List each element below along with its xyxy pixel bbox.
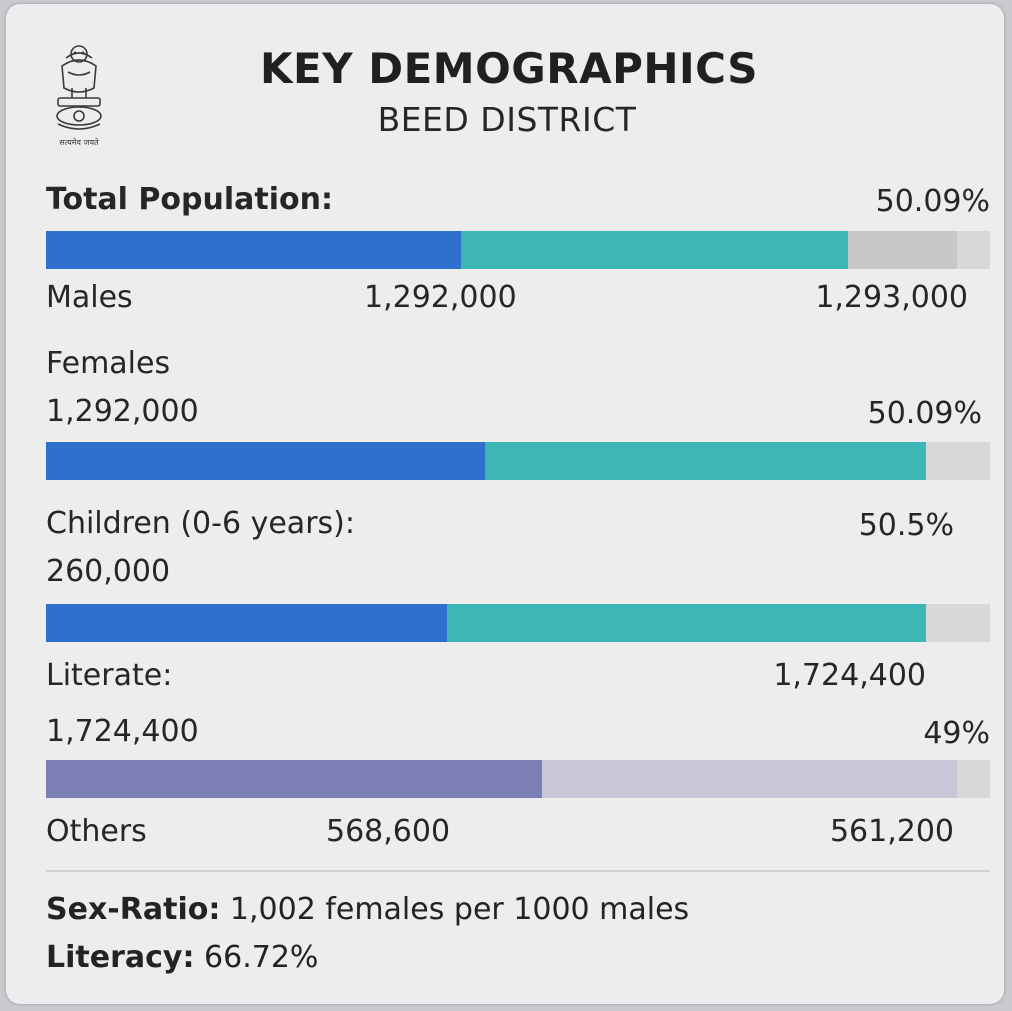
sex-ratio-label: Sex-Ratio: bbox=[46, 892, 221, 927]
children-bar-blue-segment bbox=[46, 604, 448, 642]
females-bar-blue-segment bbox=[46, 442, 485, 480]
children-value: 260,000 bbox=[46, 554, 171, 589]
total-population-label: Total Population: bbox=[46, 182, 333, 217]
literate-label: Literate: bbox=[46, 658, 173, 693]
females-bar bbox=[46, 442, 990, 480]
literate-percent: 49% bbox=[923, 716, 990, 751]
females-value: 1,292,000 bbox=[46, 394, 199, 429]
males-label: Males bbox=[46, 280, 133, 315]
total-population-value: 1,293,000 bbox=[815, 280, 968, 315]
females-percent: 50.09% bbox=[867, 396, 982, 431]
demographics-card: सत्यमेव जयते KEY DEMOGRAPHICS BEED DISTR… bbox=[6, 4, 1004, 1004]
literate-value-right: 1,724,400 bbox=[773, 658, 926, 693]
children-percent: 50.5% bbox=[858, 508, 954, 543]
total-bar-teal-segment bbox=[461, 231, 849, 269]
literate-value: 1,724,400 bbox=[46, 714, 199, 749]
females-bar-teal-segment bbox=[484, 442, 926, 480]
page-subtitle: BEED DISTRICT bbox=[377, 100, 637, 139]
literacy-line: Literacy: 66.72% bbox=[46, 940, 318, 975]
total-population-percent: 50.09% bbox=[875, 184, 990, 219]
page-title: KEY DEMOGRAPHICS bbox=[259, 44, 759, 93]
literacy-value: 66.72% bbox=[204, 940, 319, 975]
others-value-mid: 568,600 bbox=[326, 814, 451, 849]
sex-ratio-value: 1,002 females per 1000 males bbox=[229, 892, 690, 927]
svg-text:सत्यमेव जयते: सत्यमेव जयते bbox=[59, 137, 99, 147]
total-bar-grey-segment bbox=[848, 231, 957, 269]
children-label: Children (0-6 years): bbox=[46, 506, 355, 541]
children-bar-teal-segment bbox=[447, 604, 926, 642]
females-label: Females bbox=[46, 346, 171, 381]
literate-bar-purple-segment bbox=[46, 760, 542, 798]
children-bar bbox=[46, 604, 990, 642]
literacy-label: Literacy: bbox=[46, 940, 195, 975]
total-bar-blue-segment bbox=[46, 231, 462, 269]
others-value-right: 561,200 bbox=[829, 814, 954, 849]
males-value: 1,292,000 bbox=[364, 280, 517, 315]
footer-divider bbox=[46, 870, 990, 872]
literate-bar bbox=[46, 760, 990, 798]
others-label: Others bbox=[46, 814, 147, 849]
total-population-bar bbox=[46, 231, 990, 269]
literate-bar-lavender-segment bbox=[541, 760, 957, 798]
sex-ratio-line: Sex-Ratio: 1,002 females per 1000 males bbox=[46, 892, 689, 927]
national-emblem-icon: सत्यमेव जयते bbox=[56, 45, 102, 147]
